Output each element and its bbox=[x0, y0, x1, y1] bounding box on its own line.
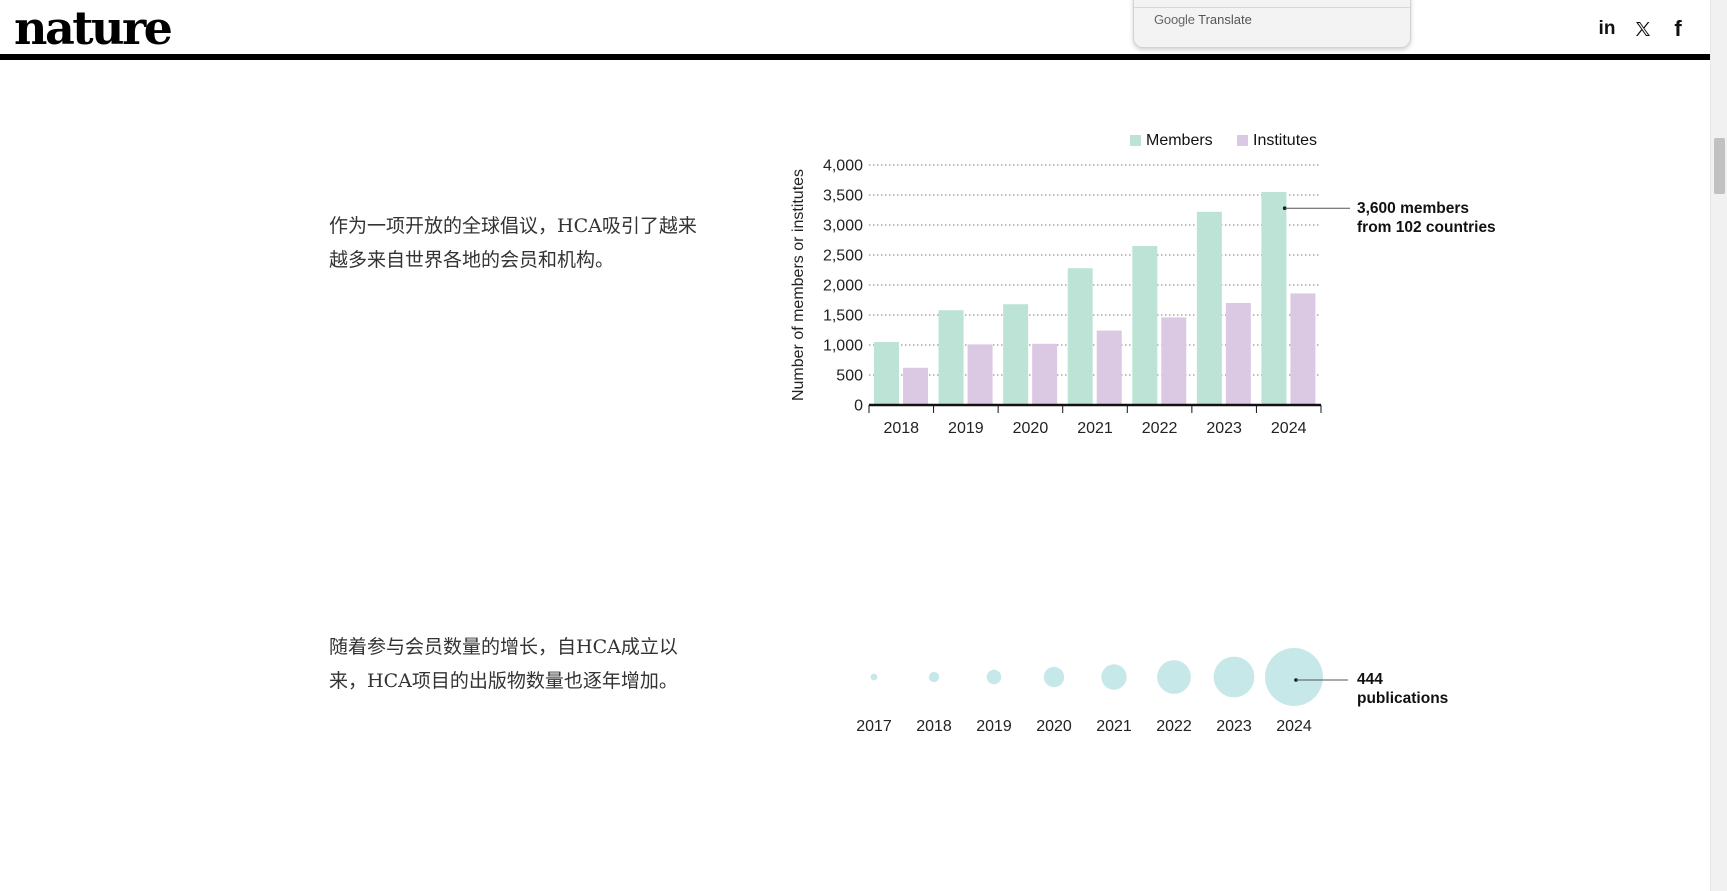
bar-institutes bbox=[1096, 330, 1122, 405]
bar-members bbox=[874, 342, 899, 405]
x-twitter-icon[interactable] bbox=[1632, 17, 1654, 41]
x-tick-label: 2018 bbox=[883, 420, 919, 437]
y-tick-label: 2,000 bbox=[823, 278, 863, 295]
bar-institutes bbox=[967, 344, 993, 405]
legend-swatch-members bbox=[1130, 135, 1141, 146]
publication-bubble bbox=[1043, 666, 1065, 688]
page-scrollbar[interactable] bbox=[1710, 0, 1727, 891]
y-tick-label: 500 bbox=[836, 368, 863, 385]
bar-institutes bbox=[1032, 343, 1058, 405]
bar-institutes bbox=[1225, 303, 1251, 405]
x-tick-label: 2019 bbox=[948, 420, 984, 437]
x-tick-label: 2022 bbox=[1142, 420, 1178, 437]
facebook-icon[interactable]: f bbox=[1674, 16, 1682, 41]
legend-label-members: Members bbox=[1146, 132, 1213, 149]
popup-divider bbox=[1134, 7, 1410, 8]
x-tick-label: 2024 bbox=[1276, 718, 1312, 735]
publication-bubble bbox=[1157, 660, 1191, 694]
annotation-text: publications bbox=[1357, 690, 1448, 707]
bar-members bbox=[1067, 268, 1093, 405]
publication-bubble bbox=[986, 669, 1002, 685]
annotation-text: from 102 countries bbox=[1357, 219, 1496, 236]
linkedin-icon[interactable]: in bbox=[1598, 18, 1616, 39]
x-logo-shape bbox=[1636, 22, 1650, 36]
x-tick-label: 2023 bbox=[1216, 718, 1252, 735]
y-tick-label: 1,000 bbox=[823, 338, 863, 355]
y-tick-label: 4,000 bbox=[823, 158, 863, 175]
x-tick-label: 2020 bbox=[1036, 718, 1072, 735]
publication-bubble bbox=[1213, 656, 1255, 698]
y-tick-label: 1,500 bbox=[823, 308, 863, 325]
bar-members bbox=[938, 310, 964, 405]
y-tick-label: 2,500 bbox=[823, 248, 863, 265]
annotation-text: 444 bbox=[1357, 671, 1383, 688]
paragraph-members-growth: 作为一项开放的全球倡议，HCA吸引了越来越多来自世界各地的会员和机构。 bbox=[329, 215, 697, 271]
scrollbar-thumb[interactable] bbox=[1714, 138, 1725, 194]
publication-bubble bbox=[1265, 648, 1323, 706]
x-tick-label: 2021 bbox=[1096, 718, 1132, 735]
google-translate-popup[interactable]: Google Translate bbox=[1133, 0, 1411, 48]
y-tick-label: 3,500 bbox=[823, 188, 863, 205]
x-tick-label: 2021 bbox=[1077, 420, 1113, 437]
bar-institutes bbox=[1161, 317, 1187, 405]
x-tick-label: 2019 bbox=[976, 718, 1012, 735]
publication-bubble bbox=[870, 673, 878, 681]
y-tick-label: 3,000 bbox=[823, 218, 863, 235]
x-tick-label: 2023 bbox=[1206, 420, 1242, 437]
bar-institutes bbox=[1290, 293, 1316, 405]
translate-label: Translate bbox=[1198, 12, 1252, 27]
google-translate-brand[interactable]: Google Translate bbox=[1154, 12, 1252, 27]
publications-bubble-chart: 2017 2018 2019 2020 2021 2022 2023 2024 444 publi… bbox=[856, 648, 1448, 735]
x-tick-label: 2020 bbox=[1013, 420, 1049, 437]
annotation-text: 3,600 members bbox=[1357, 200, 1469, 217]
google-wordmark: Google bbox=[1154, 12, 1195, 27]
publication-bubble bbox=[1101, 664, 1127, 690]
bar-members bbox=[1003, 304, 1029, 405]
y-axis-label: Number of members or institutes bbox=[790, 169, 807, 401]
y-tick-label: 0 bbox=[854, 398, 863, 415]
bar-institutes bbox=[903, 367, 928, 405]
publication-bubble bbox=[928, 671, 940, 683]
bar-members bbox=[1196, 211, 1222, 405]
nature-logo[interactable]: nature bbox=[14, 1, 173, 55]
site-header: nature in f bbox=[0, 0, 1710, 60]
x-tick-label: 2018 bbox=[916, 718, 952, 735]
x-tick-label: 2022 bbox=[1156, 718, 1192, 735]
x-tick-label: 2024 bbox=[1271, 420, 1307, 437]
bar-members bbox=[1132, 246, 1158, 405]
x-tick-label: 2017 bbox=[856, 718, 892, 735]
members-institutes-bar-chart: 0 500 1,000 1,500 2,000 2,500 3,000 3,500 4,000 N… bbox=[790, 132, 1496, 437]
bar-members bbox=[1261, 192, 1287, 405]
legend-label-institutes: Institutes bbox=[1253, 132, 1317, 149]
legend-swatch-institutes bbox=[1237, 135, 1248, 146]
paragraph-publications-growth: 随着参与会员数量的增长，自HCA成立以来，HCA项目的出版物数量也逐年增加。 bbox=[329, 636, 678, 692]
